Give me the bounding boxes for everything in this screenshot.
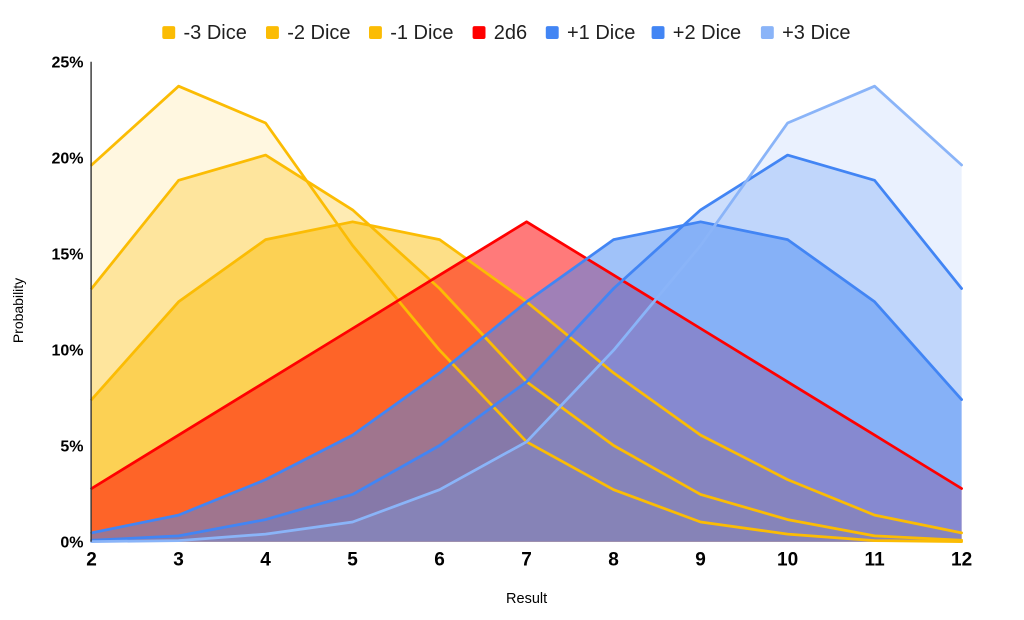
svg-text:2: 2 (86, 549, 97, 570)
svg-text:3: 3 (173, 549, 184, 570)
svg-text:+2 Dice: +2 Dice (673, 22, 741, 44)
svg-text:12: 12 (951, 549, 972, 570)
svg-text:+3 Dice: +3 Dice (782, 22, 850, 44)
svg-text:11: 11 (865, 549, 886, 570)
svg-text:Probability: Probability (10, 278, 26, 343)
svg-text:20%: 20% (51, 151, 83, 168)
svg-text:+1 Dice: +1 Dice (567, 22, 635, 44)
svg-text:0%: 0% (60, 535, 83, 552)
svg-text:5: 5 (347, 549, 358, 570)
svg-text:25%: 25% (51, 55, 83, 72)
svg-text:4: 4 (260, 549, 271, 570)
svg-text:9: 9 (695, 549, 706, 570)
svg-text:15%: 15% (51, 247, 83, 264)
svg-text:-3 Dice: -3 Dice (184, 22, 247, 44)
svg-text:5%: 5% (60, 439, 83, 456)
svg-text:2d6: 2d6 (494, 22, 527, 44)
svg-text:Result: Result (506, 591, 547, 607)
svg-text:10%: 10% (51, 343, 83, 360)
svg-text:8: 8 (608, 549, 619, 570)
svg-text:6: 6 (434, 549, 445, 570)
svg-text:10: 10 (777, 549, 798, 570)
svg-text:-2 Dice: -2 Dice (287, 22, 350, 44)
svg-text:-1 Dice: -1 Dice (390, 22, 453, 44)
svg-text:7: 7 (521, 549, 532, 570)
